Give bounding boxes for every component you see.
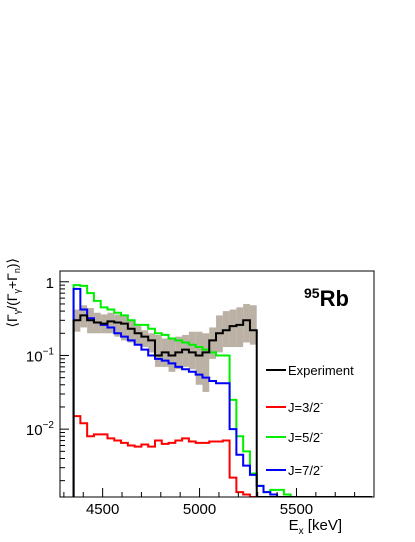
experiment-band-bin bbox=[188, 331, 196, 370]
x-tick-label: 4500 bbox=[86, 501, 119, 518]
experiment-band-bin bbox=[121, 316, 128, 341]
experiment-band-bin bbox=[222, 311, 230, 348]
series-layer bbox=[72, 284, 373, 497]
experiment-band-bin bbox=[229, 309, 237, 348]
x-axis-label: Ex [keV] bbox=[289, 517, 342, 537]
nucleus-mass: 95 bbox=[304, 285, 320, 301]
legend: Experiment J=3/2- J=5/2- J=7/2- bbox=[266, 363, 354, 478]
experiment-band-bin bbox=[182, 334, 189, 367]
series-experiment-line bbox=[72, 314, 373, 497]
legend-label: Experiment bbox=[288, 363, 354, 378]
nucleus-symbol: Rb bbox=[320, 286, 349, 311]
experiment-band-bin bbox=[154, 334, 162, 367]
experiment-band-bin bbox=[195, 331, 203, 385]
experiment-band-bin bbox=[209, 327, 217, 359]
experiment-band-bin bbox=[134, 326, 142, 345]
y-tick-label: 10−2 bbox=[26, 420, 55, 439]
y-tick-label: 10−1 bbox=[26, 346, 55, 365]
experiment-band-bin bbox=[236, 307, 244, 348]
plot-frame bbox=[59, 270, 375, 498]
experiment-band-bin bbox=[243, 303, 250, 343]
series-j-3-2-line bbox=[72, 415, 373, 497]
y-axis-label: ⟨Γγ/(Γγ+Γn)⟩ bbox=[4, 258, 22, 327]
experiment-band-bin bbox=[107, 312, 115, 334]
legend-label: J=3/2- bbox=[288, 398, 323, 415]
experiment-band-bin bbox=[114, 314, 122, 337]
x-tick-label: 5000 bbox=[183, 501, 216, 518]
series-j-7-2-line bbox=[72, 287, 373, 497]
x-axis: 4500 5000 5500 bbox=[63, 488, 375, 518]
experiment-band-bin bbox=[249, 305, 257, 345]
experiment-band-bin bbox=[141, 330, 149, 348]
legend-label: J=7/2- bbox=[288, 461, 323, 478]
experiment-band-bin bbox=[202, 333, 210, 392]
y-axis: 1 10−1 10−2 bbox=[26, 275, 69, 482]
experiment-band-bin bbox=[148, 333, 155, 353]
nucleus-label: 95Rb bbox=[304, 285, 349, 311]
legend-label: J=5/2- bbox=[288, 428, 323, 445]
y-tick-label: 1 bbox=[46, 275, 54, 292]
x-tick-label: 5500 bbox=[280, 501, 313, 518]
experiment-band-bin bbox=[127, 320, 135, 343]
